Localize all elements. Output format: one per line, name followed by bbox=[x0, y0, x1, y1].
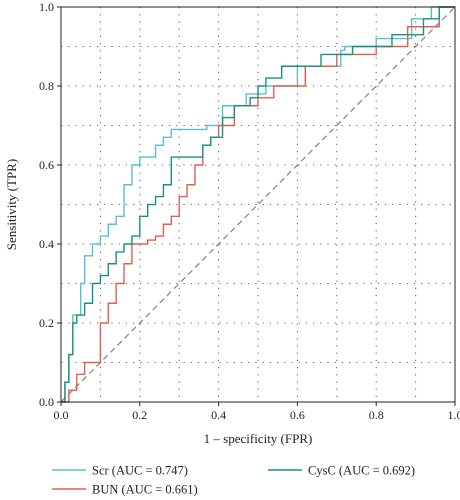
y-tick-label: 0.8 bbox=[39, 79, 54, 93]
series-line-0 bbox=[61, 6, 455, 403]
y-tick-label: 0.6 bbox=[39, 158, 54, 172]
series-line-2 bbox=[61, 6, 455, 403]
series-layer bbox=[61, 6, 455, 403]
x-tick-label: 0.2 bbox=[132, 408, 147, 422]
y-tick-label: 1.0 bbox=[39, 0, 54, 14]
y-tick-label: 0.4 bbox=[39, 237, 54, 251]
x-axis-label: 1 – specificity (FPR) bbox=[204, 431, 313, 446]
x-tick-label: 0.8 bbox=[369, 408, 384, 422]
x-axis-ticks: 0.0 0.2 0.4 0.6 0.8 1.0 bbox=[54, 402, 460, 422]
x-tick-label: 0.4 bbox=[211, 408, 226, 422]
y-tick-label: 0.0 bbox=[39, 395, 54, 409]
y-tick-label: 0.2 bbox=[39, 316, 54, 330]
legend-label-2: CysC (AUC = 0.692) bbox=[308, 464, 415, 478]
y-axis-ticks: 0.0 0.2 0.4 0.6 0.8 1.0 bbox=[39, 0, 61, 409]
reference-diagonal-line bbox=[60, 6, 456, 403]
legend: Scr (AUC = 0.747) BUN (AUC = 0.661) CysC (… bbox=[52, 464, 415, 497]
legend-label-1: BUN (AUC = 0.661) bbox=[92, 483, 198, 497]
y-axis-label: Sensitivity (TPR) bbox=[4, 159, 19, 250]
x-tick-label: 0.0 bbox=[54, 408, 69, 422]
legend-label-0: Scr (AUC = 0.747) bbox=[92, 464, 188, 478]
plot-frame bbox=[60, 6, 456, 403]
x-tick-label: 1.0 bbox=[448, 408, 460, 422]
x-tick-label: 0.6 bbox=[290, 408, 305, 422]
